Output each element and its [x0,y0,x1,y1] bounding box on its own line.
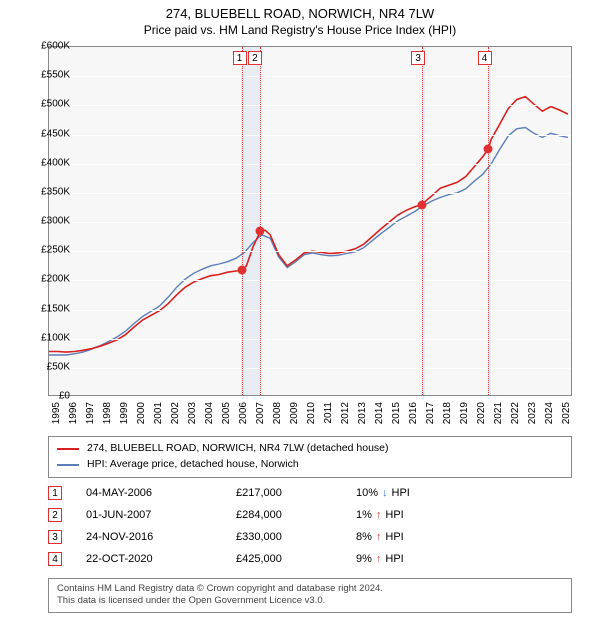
title-address: 274, BLUEBELL ROAD, NORWICH, NR4 7LW [0,6,600,23]
arrow-up-icon: ↑ [376,553,382,565]
transaction-index-box: 2 [48,508,62,522]
transaction-price: £284,000 [236,509,356,521]
x-axis-label: 2023 [527,402,538,424]
transaction-vline [422,47,423,395]
x-axis-label: 2009 [289,402,300,424]
transaction-row: 3 24-NOV-2016£330,0008%↑HPI [48,526,572,548]
legend-row-red: 274, BLUEBELL ROAD, NORWICH, NR4 7LW (de… [57,441,563,457]
transaction-price: £217,000 [236,487,356,499]
title-subtitle: Price paid vs. HM Land Registry's House … [0,23,600,39]
transaction-date: 04-MAY-2006 [86,487,236,499]
transaction-delta: 10%↓HPI [356,487,476,499]
x-axis-label: 2020 [476,402,487,424]
arrow-up-icon: ↑ [376,531,382,543]
marker-box: 3 [411,51,425,65]
footer-line2: This data is licensed under the Open Gov… [57,595,563,607]
transaction-dot [256,227,265,236]
y-axis-label: £300K [24,216,70,227]
y-axis-label: £350K [24,186,70,197]
x-axis-label: 2022 [510,402,521,424]
transaction-row: 4 22-OCT-2020£425,0009%↑HPI [48,548,572,570]
x-axis-label: 2002 [170,402,181,424]
x-axis-label: 2007 [255,402,266,424]
x-axis-label: 2017 [425,402,436,424]
legend-box: 274, BLUEBELL ROAD, NORWICH, NR4 7LW (de… [48,436,572,478]
legend-swatch-red [57,448,79,450]
x-axis-label: 2011 [323,402,334,424]
transaction-delta: 9%↑HPI [356,553,476,565]
x-axis-label: 2003 [187,402,198,424]
x-axis-label: 2019 [459,402,470,424]
y-axis-label: £150K [24,303,70,314]
legend-label-red: 274, BLUEBELL ROAD, NORWICH, NR4 7LW (de… [87,441,389,457]
x-axis-label: 2016 [408,402,419,424]
legend-swatch-blue [57,464,79,466]
x-axis-label: 2012 [340,402,351,424]
transaction-price: £330,000 [236,531,356,543]
footer-line1: Contains HM Land Registry data © Crown c… [57,583,563,595]
x-axis-label: 2015 [391,402,402,424]
marker-box: 1 [233,51,247,65]
title-block: 274, BLUEBELL ROAD, NORWICH, NR4 7LW Pri… [0,0,600,38]
chart-plot-area: 12 3 4 [48,46,572,396]
x-axis-label: 2008 [272,402,283,424]
y-axis-label: £500K [24,99,70,110]
x-axis-label: 2001 [153,402,164,424]
x-axis-label: 2006 [238,402,249,424]
x-axis-label: 2024 [544,402,555,424]
y-axis-label: £100K [24,332,70,343]
legend-row-blue: HPI: Average price, detached house, Norw… [57,457,563,473]
y-axis-label: £400K [24,157,70,168]
y-axis-label: £450K [24,128,70,139]
transaction-vline [242,47,243,395]
x-axis-label: 1995 [51,402,62,424]
transaction-delta: 1%↑HPI [356,509,476,521]
transaction-dot [237,266,246,275]
marker-box: 2 [248,51,262,65]
transaction-date: 22-OCT-2020 [86,553,236,565]
x-axis-label: 1999 [119,402,130,424]
transaction-index-box: 4 [48,552,62,566]
y-axis-label: £550K [24,70,70,81]
transaction-vline [260,47,261,395]
transaction-index-box: 3 [48,530,62,544]
y-axis-label: £0 [24,391,70,402]
marker-box: 4 [478,51,492,65]
transaction-delta: 8%↑HPI [356,531,476,543]
x-axis-label: 2018 [442,402,453,424]
arrow-up-icon: ↑ [376,509,382,521]
chart-container: 274, BLUEBELL ROAD, NORWICH, NR4 7LW Pri… [0,0,600,620]
x-axis-label: 2021 [493,402,504,424]
transaction-row: 2 01-JUN-2007£284,0001%↑HPI [48,504,572,526]
x-axis-label: 1996 [68,402,79,424]
x-axis-label: 2010 [306,402,317,424]
x-axis-label: 2004 [204,402,215,424]
arrow-down-icon: ↓ [382,487,388,499]
transaction-vline [488,47,489,395]
x-axis-label: 2025 [561,402,572,424]
x-axis-label: 1998 [102,402,113,424]
x-axis-label: 2000 [136,402,147,424]
x-axis-label: 1997 [85,402,96,424]
transaction-row: 1 04-MAY-2006£217,00010%↓HPI [48,482,572,504]
y-axis-label: £50K [24,361,70,372]
transaction-date: 24-NOV-2016 [86,531,236,543]
x-axis-label: 2005 [221,402,232,424]
transaction-index-box: 1 [48,486,62,500]
y-axis-label: £250K [24,245,70,256]
footer-box: Contains HM Land Registry data © Crown c… [48,578,572,613]
legend-label-blue: HPI: Average price, detached house, Norw… [87,457,299,473]
y-axis-label: £600K [24,41,70,52]
transaction-dot [484,145,493,154]
transactions-table: 104-MAY-2006£217,00010%↓HPI201-JUN-2007£… [48,482,572,570]
transaction-dot [417,200,426,209]
transaction-price: £425,000 [236,553,356,565]
transaction-date: 01-JUN-2007 [86,509,236,521]
series-line [49,128,568,356]
x-axis-label: 2014 [374,402,385,424]
x-axis-label: 2013 [357,402,368,424]
y-axis-label: £200K [24,274,70,285]
